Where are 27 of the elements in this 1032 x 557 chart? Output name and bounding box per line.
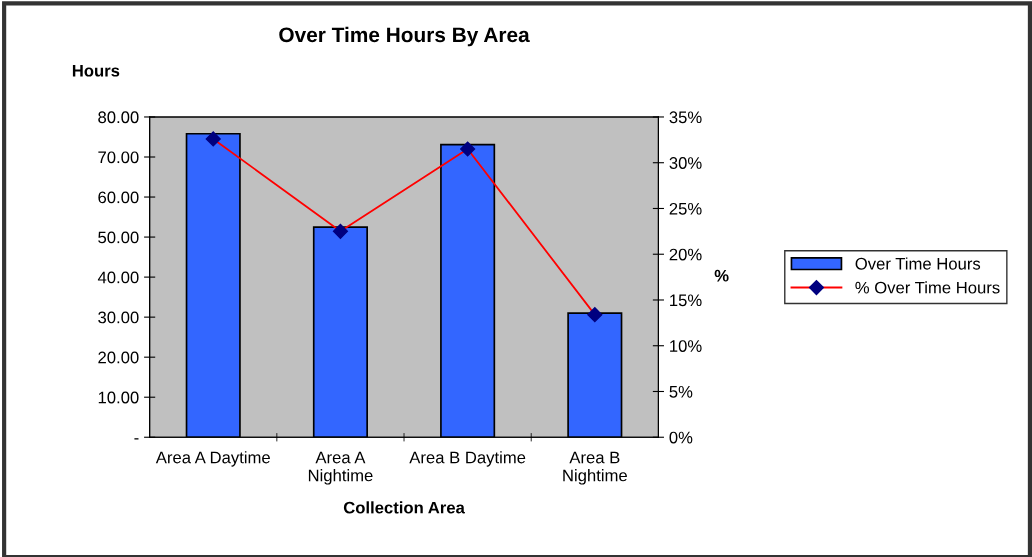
y-tick-label: 60.00 — [98, 191, 139, 204]
y-tick-label: 40.00 — [97, 271, 139, 284]
legend-label: % Over Time Hours — [855, 281, 1000, 294]
x-tick-label: Area B Nightime — [563, 451, 627, 485]
x-tick-label: Area B Daytime — [409, 451, 526, 467]
y2-tick-label: 25% — [669, 202, 702, 215]
x-tick-label: Area A Daytime — [155, 451, 270, 467]
x-tick-label: Area A Nightime — [308, 451, 373, 485]
y2-axis-title: % — [714, 269, 729, 282]
y2-tick-label: 35% — [669, 111, 702, 124]
y-tick-label: 30.00 — [98, 311, 139, 324]
y-tick-label: - — [134, 438, 139, 440]
y2-tick-label: 5% — [669, 385, 693, 398]
y-tick-label: 20.00 — [98, 351, 139, 364]
y-tick-label: 50.00 — [98, 231, 139, 244]
y2-tick-label: 15% — [670, 294, 702, 307]
chart-title: Over Time Hours By Area — [279, 26, 530, 47]
y-axis-title: Hours — [72, 64, 120, 77]
y2-tick-label: 0% — [669, 431, 693, 444]
legend-label: Over Time Hours — [855, 257, 981, 270]
y2-tick-label: 10% — [670, 340, 702, 352]
y-tick-label: 10.00 — [98, 391, 139, 404]
x-axis-title: Collection Area — [343, 501, 465, 514]
y2-tick-label: 30% — [669, 157, 702, 169]
y-tick-label: 80.00 — [98, 111, 139, 124]
y2-tick-label: 20% — [669, 248, 702, 261]
y-tick-label: 70.00 — [98, 151, 139, 164]
